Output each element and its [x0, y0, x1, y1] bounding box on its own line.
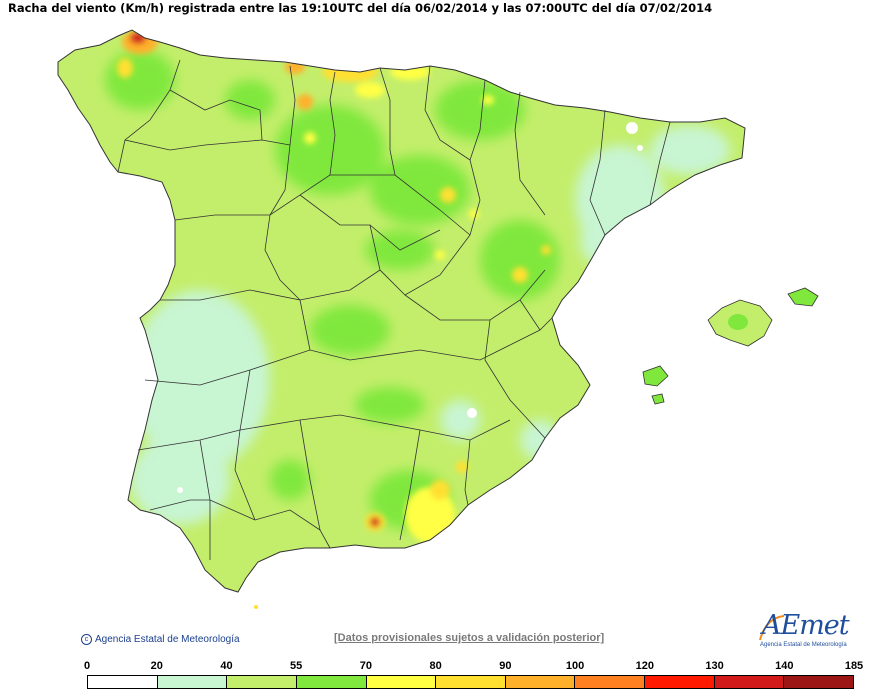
legend-break-label: 90	[499, 660, 512, 672]
legend-swatch	[366, 676, 437, 688]
copyright-note: c Agencia Estatal de Meteorología	[81, 634, 240, 645]
wind-gust-map	[57, 29, 819, 609]
legend-break-label: 120	[635, 660, 654, 672]
peninsula-field	[58, 30, 745, 592]
legend-swatch	[157, 676, 228, 688]
legend-break-label: 40	[220, 660, 233, 672]
copyright-icon: c	[81, 634, 92, 645]
ceuta-dot	[254, 605, 258, 609]
provisional-data-disclaimer: [Datos provisionales sujetos a validació…	[334, 632, 605, 644]
aemet-logo: AEmet Agencia Estatal de Meteorología	[752, 610, 852, 652]
legend-break-label: 130	[705, 660, 724, 672]
copyright-text: Agencia Estatal de Meteorología	[95, 634, 240, 645]
legend-swatch	[505, 676, 576, 688]
map-title: Racha del viento (Km/h) registrada entre…	[8, 1, 713, 15]
legend-break-label: 70	[359, 660, 373, 672]
legend-swatch	[714, 676, 785, 688]
legend-swatch	[88, 676, 158, 688]
legend-break-label: 80	[429, 660, 442, 672]
legend-break-label: 140	[775, 660, 794, 672]
balearic-islands	[642, 287, 819, 405]
legend-swatch	[575, 676, 646, 688]
legend-swatch	[436, 676, 506, 688]
legend-break-label: 185	[844, 660, 864, 672]
logo-subtitle: Agencia Estatal de Meteorología	[760, 642, 847, 648]
logo-wordmark: AEmet	[762, 610, 850, 641]
logo-arc-icon	[759, 615, 785, 641]
province-borders	[117, 59, 671, 560]
legend-color-bar	[87, 675, 854, 689]
legend-swatch	[227, 676, 297, 688]
legend-swatch	[784, 676, 854, 688]
legend-labels: 0 20 40 55 70 80 90 100 120 130 140 185	[0, 660, 870, 674]
legend-swatch	[645, 676, 715, 688]
legend-break-label: 20	[150, 660, 163, 672]
coastline	[57, 29, 746, 593]
legend-break-label: 55	[290, 660, 303, 672]
legend-break-label: 0	[83, 660, 91, 672]
legend-break-label: 100	[565, 660, 585, 672]
legend-swatch	[296, 676, 367, 688]
